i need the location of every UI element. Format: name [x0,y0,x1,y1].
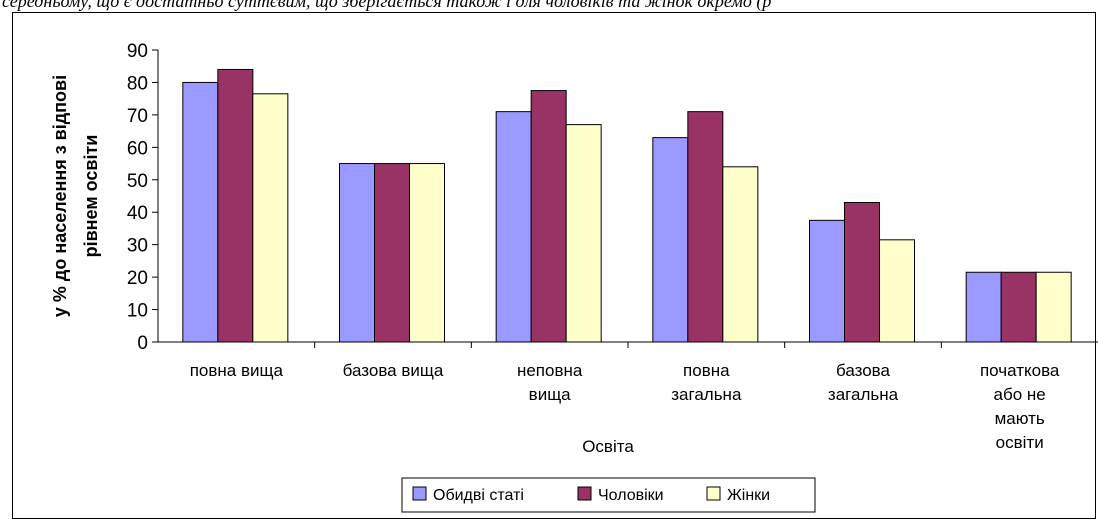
y-axis: 0 10 20 30 40 50 60 70 80 90 [127,41,159,354]
legend-label: Жінки [727,487,770,504]
page-text-fragment: середньому, що є достатньо суттєвим, що … [2,0,772,11]
bar [965,271,1002,343]
y-tick-label: 40 [127,203,148,224]
x-tick-label: початкова або не мають освіти [980,361,1060,452]
x-tick-label: повна загальна [671,361,742,404]
y-tick-label: 90 [127,41,148,62]
bar [530,90,567,343]
x-tick-label: базова вища [343,361,444,380]
bar [809,219,845,343]
bar [1035,271,1072,343]
legend-box [401,477,816,513]
y-tick-label: 0 [137,333,148,354]
legend-swatch [577,486,592,501]
bar [687,111,724,343]
bar [495,111,532,343]
y-tick-label: 30 [127,236,148,257]
x-axis: повна вища базова вища неповна вища повна заг… [158,341,1098,452]
y-axis-title-text: у % до населення з відпові рівнем освіти [50,75,101,317]
y-tick-label: 20 [127,268,148,289]
y-tick-label: 60 [127,138,148,159]
y-axis-title: у % до населення з відпові рівнем освіти [50,75,101,317]
y-tick-label: 10 [127,301,148,322]
bar [409,163,445,343]
y-tick-label: 80 [127,73,148,94]
legend-label: Чоловіки [598,487,664,504]
bar [252,93,289,343]
legend-label: Обидві статі [433,487,524,504]
x-tick-label: базова загальна [828,361,899,404]
bar [374,163,410,343]
legend-swatch [706,486,721,501]
legend: Обидві статі Чоловіки Жінки [401,477,816,513]
bar [722,166,759,343]
bars [182,68,1072,343]
y-tick-label: 50 [127,171,148,192]
bar [1000,271,1037,343]
bar [339,163,375,343]
bar [652,137,689,343]
legend-swatch [412,486,427,501]
y-tick-label: 70 [127,106,148,127]
bar [844,201,880,343]
bar [182,81,219,343]
bar [217,68,254,343]
x-tick-label: повна вища [190,361,284,380]
x-tick-label: неповна вища [517,361,583,404]
bar [565,124,602,343]
bar [879,239,915,343]
x-axis-title: Освіта [582,437,634,456]
